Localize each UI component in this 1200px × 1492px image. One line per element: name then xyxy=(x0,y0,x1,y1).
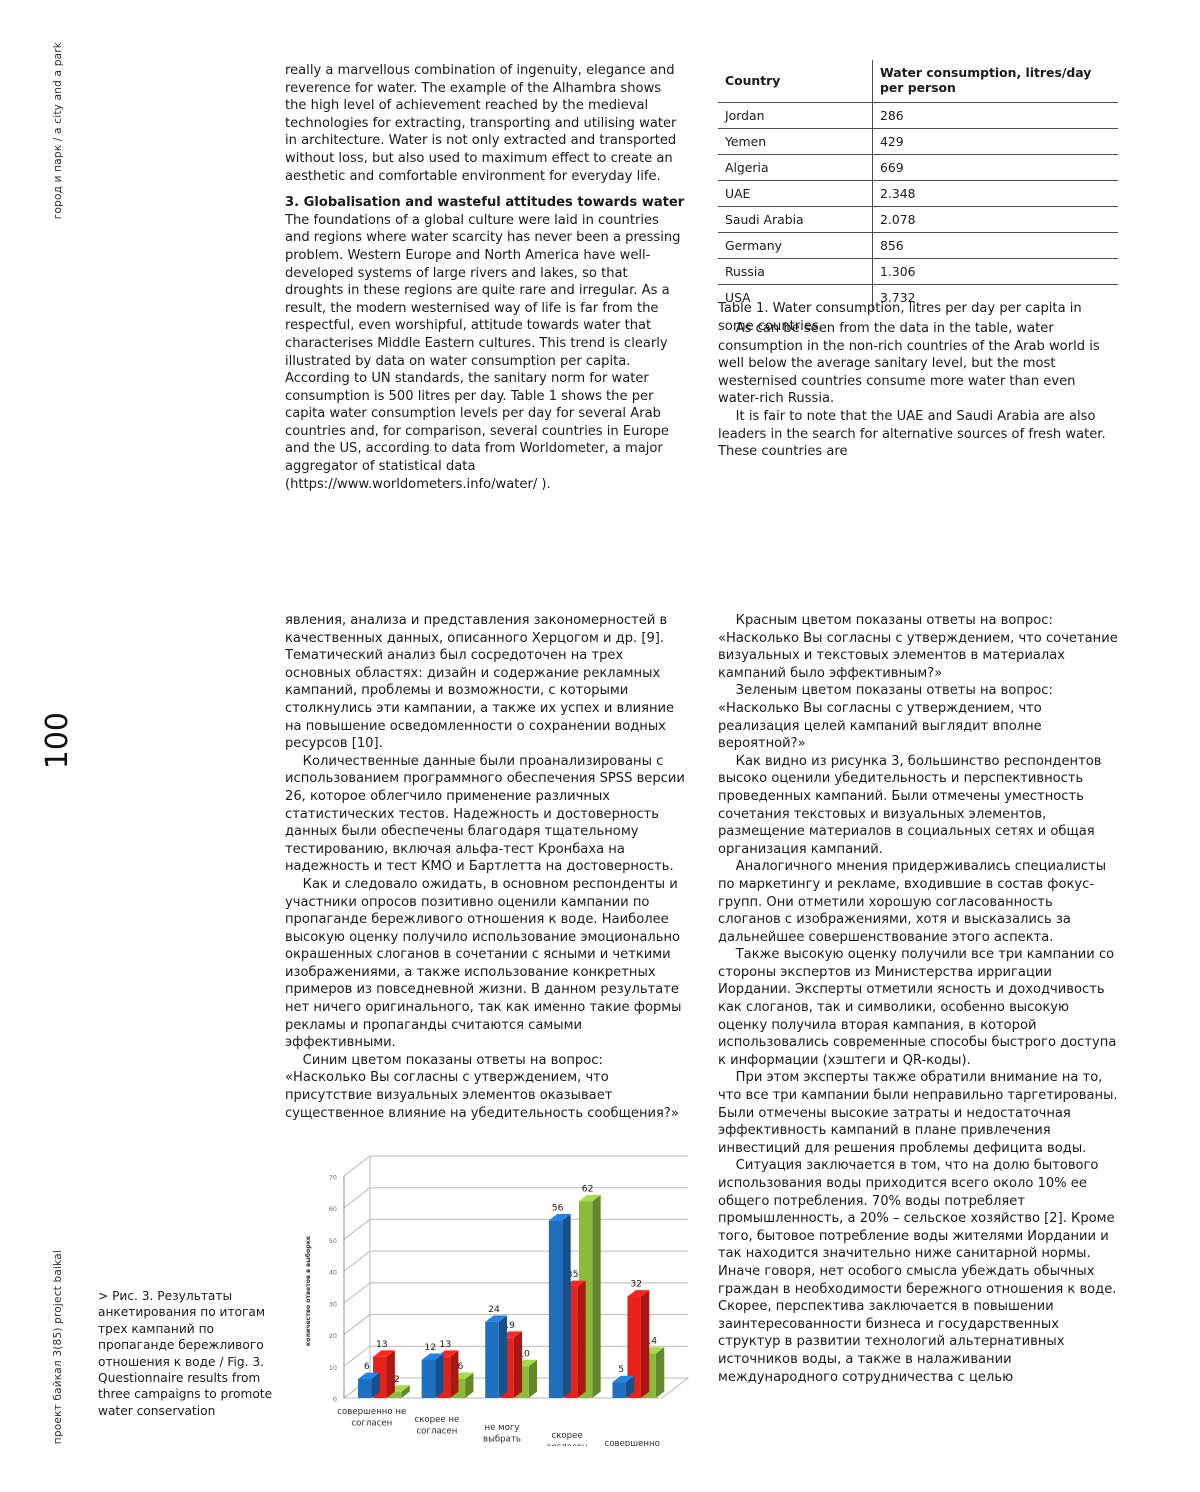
table-row: UAE 2.348 xyxy=(718,181,1118,207)
table-row: Yemen 429 xyxy=(718,129,1118,155)
paragraph: Зеленым цветом показаны ответы на вопрос… xyxy=(718,682,1118,752)
section-heading: 3. Globalisation and wasteful attitudes … xyxy=(285,194,685,212)
paragraph: Количественные данные были проанализиров… xyxy=(285,753,685,876)
column-bottom-right: Красным цветом показаны ответы на вопрос… xyxy=(718,612,1118,1386)
page-number: 100 xyxy=(40,712,75,769)
paragraph: really a marvellous combination of ingen… xyxy=(285,62,685,185)
svg-text:согласен: согласен xyxy=(547,1443,588,1447)
svg-text:13: 13 xyxy=(440,1339,452,1350)
svg-text:не могу: не могу xyxy=(485,1423,520,1433)
cell-value: 2.348 xyxy=(873,181,1119,207)
table-header-consumption: Water consumption, litres/day per person xyxy=(873,60,1119,103)
svg-text:выбрать: выбрать xyxy=(483,1435,521,1445)
cell-country: Algeria xyxy=(718,155,873,181)
svg-text:12: 12 xyxy=(425,1342,437,1353)
svg-text:10: 10 xyxy=(329,1364,337,1372)
svg-text:20: 20 xyxy=(329,1332,337,1340)
svg-text:скорее: скорее xyxy=(551,1431,582,1441)
document-page: город и парк / a city and a park проект … xyxy=(0,0,1200,1492)
paragraph: The foundations of a global culture were… xyxy=(285,212,685,494)
paragraph: As can be seen from the data in the tabl… xyxy=(718,320,1118,408)
svg-text:согласен: согласен xyxy=(416,1427,457,1437)
svg-text:30: 30 xyxy=(329,1300,337,1308)
bar-chart-figure-3: 0 10 20 30 40 50 60 70 количество ответов в выбо… xyxy=(296,1146,690,1446)
svg-text:0: 0 xyxy=(333,1396,337,1404)
table-row: Saudi Arabia 2.078 xyxy=(718,207,1118,233)
column-right-top: As can be seen from the data in the tabl… xyxy=(718,320,1118,461)
svg-text:совершенно не: совершенно не xyxy=(337,1407,406,1417)
cell-value: 856 xyxy=(873,233,1119,259)
table-row: Germany 856 xyxy=(718,233,1118,259)
svg-text:40: 40 xyxy=(329,1269,337,1277)
cell-value: 2.078 xyxy=(873,207,1119,233)
running-head-bottom: проект байкал 3(85) project baikal xyxy=(52,1250,64,1444)
cell-value: 286 xyxy=(873,103,1119,129)
svg-text:60: 60 xyxy=(329,1205,337,1213)
cell-country: UAE xyxy=(718,181,873,207)
svg-text:56: 56 xyxy=(552,1203,564,1214)
cell-value: 1.306 xyxy=(873,259,1119,285)
table-row: Algeria 669 xyxy=(718,155,1118,181)
paragraph: It is fair to note that the UAE and Saud… xyxy=(718,408,1118,461)
svg-text:50: 50 xyxy=(329,1237,337,1245)
figure-caption: > Рис. 3. Результаты анкетирования по ит… xyxy=(98,1288,276,1419)
cell-value: 669 xyxy=(873,155,1119,181)
svg-text:6: 6 xyxy=(364,1361,370,1372)
paragraph: Как видно из рисунка 3, большинство респ… xyxy=(718,753,1118,859)
table-header-country: Country xyxy=(718,60,873,103)
cell-country: Saudi Arabia xyxy=(718,207,873,233)
svg-text:13: 13 xyxy=(376,1339,388,1350)
svg-text:скорее не: скорее не xyxy=(414,1415,459,1425)
paragraph: Аналогичного мнения придерживались специ… xyxy=(718,858,1118,946)
cell-country: Germany xyxy=(718,233,873,259)
paragraph: Ситуация заключается в том, что на долю … xyxy=(718,1157,1118,1386)
svg-text:32: 32 xyxy=(630,1279,642,1290)
paragraph: Красным цветом показаны ответы на вопрос… xyxy=(718,612,1118,682)
water-consumption-table: Country Water consumption, litres/day pe… xyxy=(718,60,1118,310)
cell-value: 429 xyxy=(873,129,1119,155)
svg-text:70: 70 xyxy=(329,1174,337,1182)
cell-country: Yemen xyxy=(718,129,873,155)
table-row: Jordan 286 xyxy=(718,103,1118,129)
cell-country: Jordan xyxy=(718,103,873,129)
svg-text:24: 24 xyxy=(488,1304,500,1315)
paragraph: Синим цветом показаны ответы на вопрос: … xyxy=(285,1052,685,1122)
svg-text:62: 62 xyxy=(582,1183,594,1194)
running-head-top: город и парк / a city and a park xyxy=(52,42,64,219)
svg-text:согласен: согласен xyxy=(351,1419,392,1429)
table-header-row: Country Water consumption, litres/day pe… xyxy=(718,60,1118,103)
chart-canvas: 0 10 20 30 40 50 60 70 количество ответов в выбо… xyxy=(296,1146,690,1446)
cell-country: Russia xyxy=(718,259,873,285)
svg-text:совершенно: совершенно xyxy=(604,1439,659,1446)
svg-text:количество ответов в выборке: количество ответов в выборке xyxy=(304,1236,312,1346)
column-bottom-left: явления, анализа и представления законом… xyxy=(285,612,685,1122)
svg-text:5: 5 xyxy=(618,1364,624,1375)
paragraph: явления, анализа и представления законом… xyxy=(285,612,685,753)
column-top-left: really a marvellous combination of ingen… xyxy=(285,62,685,493)
table-row: Russia 1.306 xyxy=(718,259,1118,285)
paragraph: Также высокую оценку получили все три ка… xyxy=(718,946,1118,1069)
paragraph: При этом эксперты также обратили внимани… xyxy=(718,1069,1118,1157)
paragraph: Как и следовало ожидать, в основном респ… xyxy=(285,876,685,1052)
